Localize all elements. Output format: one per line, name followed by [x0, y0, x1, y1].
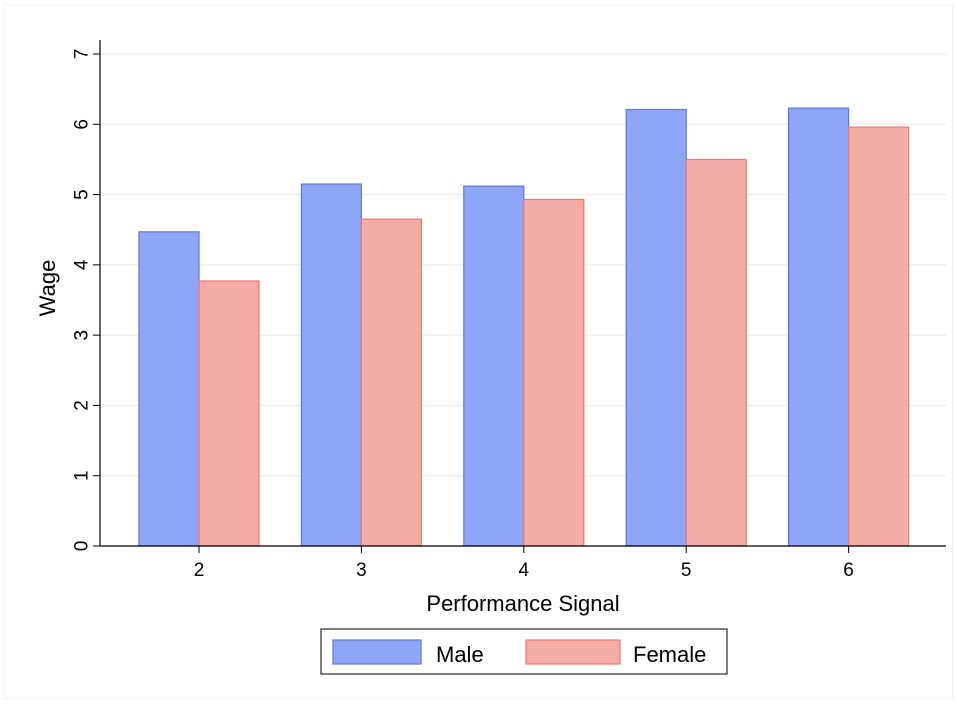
y-tick-label: 2: [72, 400, 93, 411]
bar-male-2: [138, 231, 200, 547]
legend-swatch-male: [332, 639, 422, 665]
x-tick-label: 6: [843, 560, 854, 581]
y-tick-label: 4: [72, 259, 93, 270]
y-tick-label: 1: [72, 470, 93, 481]
bar-male-6: [787, 107, 850, 547]
x-tick-label: 5: [681, 560, 692, 581]
legend: Male Female: [320, 628, 728, 675]
bar-female-2: [198, 280, 260, 547]
bar-female-3: [360, 218, 422, 547]
bar-female-6: [847, 126, 910, 547]
y-tick-label: 6: [72, 119, 93, 130]
y-tick-label: 7: [72, 49, 93, 60]
bar-male-5: [625, 108, 687, 547]
y-axis-title: Wage: [35, 260, 60, 317]
x-tick-label: 2: [194, 560, 205, 581]
y-tick-label: 0: [72, 541, 93, 552]
legend-swatch-female: [525, 639, 621, 665]
bar-male-3: [300, 183, 362, 547]
x-axis-ticks: 2 3 4 5 6: [194, 546, 854, 581]
legend-label-female: Female: [633, 642, 706, 667]
bar-female-5: [685, 158, 747, 547]
bar-male-4: [463, 185, 525, 547]
legend-label-male: Male: [436, 642, 484, 667]
x-tick-label: 4: [519, 560, 530, 581]
x-axis-title: Performance Signal: [426, 591, 619, 616]
y-axis-ticks: 0 1 2 3 4 5 6 7: [72, 49, 100, 552]
chart-frame: [4, 4, 953, 699]
y-tick-label: 3: [72, 330, 93, 341]
x-tick-label: 3: [356, 560, 367, 581]
bar-female-4: [523, 198, 585, 547]
y-tick-label: 5: [72, 189, 93, 200]
bars: [138, 107, 910, 547]
